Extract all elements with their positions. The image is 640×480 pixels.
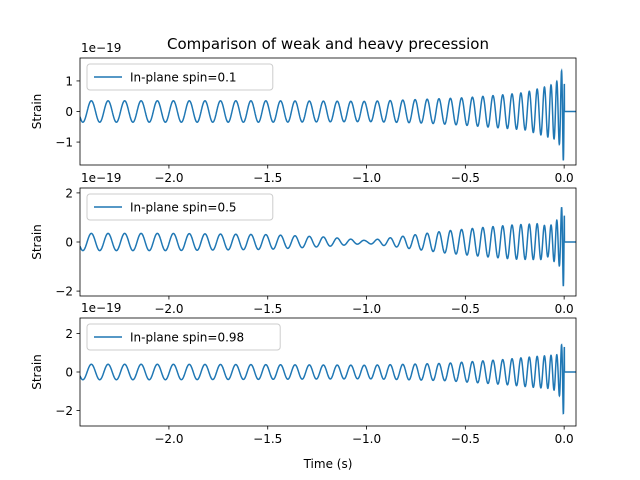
x-tick-label: −1.5	[253, 432, 282, 446]
y-tick-label: −2	[55, 404, 73, 418]
legend: In-plane spin=0.98	[86, 323, 281, 351]
x-tick-label: −0.5	[451, 171, 480, 185]
legend: In-plane spin=0.1	[86, 63, 274, 91]
y-tick-label: 1	[65, 74, 73, 88]
y-tick-label: 0	[65, 236, 73, 250]
x-tick-label: −0.5	[451, 302, 480, 316]
x-axis-label: Time (s)	[303, 457, 353, 471]
x-tick-label: −1.5	[253, 171, 282, 185]
x-tick-label: −2.0	[154, 432, 183, 446]
series-line-1	[80, 68, 576, 161]
y-axis-label: Strain	[30, 354, 44, 390]
y-axis-label: Strain	[30, 94, 44, 130]
legend-label: In-plane spin=0.5	[130, 201, 237, 215]
x-tick-label: −0.5	[451, 432, 480, 446]
subplot-1: −2.0 −1.5 −1.0 −0.5 0.0 −1 0 1 1e−19 Strain In-pla…	[30, 41, 577, 185]
legend-box	[86, 323, 281, 351]
y-tick-label: 2	[65, 327, 73, 341]
subplots: −2.0 −1.5 −1.0 −0.5 0.0 −1 0 1 1e−19 Strain In-pla…	[30, 41, 577, 446]
x-tick-label: 0.0	[555, 302, 574, 316]
x-tick-label: −1.5	[253, 302, 282, 316]
chart-title: Comparison of weak and heavy precession	[167, 35, 489, 53]
x-tick-label: −1.0	[352, 171, 381, 185]
series-line-1	[80, 207, 576, 287]
subplot-2: −2.0 −1.5 −1.0 −0.5 0.0 −2 0 2 1e−19 Strain In-pla…	[30, 171, 577, 316]
x-tick-label: −1.0	[352, 302, 381, 316]
x-tick-label: −2.0	[154, 171, 183, 185]
legend: In-plane spin=0.5	[86, 193, 274, 221]
legend-label: In-plane spin=0.1	[130, 71, 237, 85]
x-tick-label: −2.0	[154, 302, 183, 316]
y-tick-label: −2	[55, 285, 73, 299]
subplot-3: −2.0 −1.5 −1.0 −0.5 0.0 −2 0 2 1e−19 Strain In-pla…	[30, 301, 577, 446]
y-tick-label: −1	[55, 136, 73, 150]
x-tick-label: −1.0	[352, 432, 381, 446]
y-tick-label: 2	[65, 186, 73, 200]
y-axis-label: Strain	[30, 224, 44, 260]
series-line-1	[80, 343, 576, 415]
y-scale-label: 1e−19	[81, 171, 121, 185]
legend-label: In-plane spin=0.98	[130, 331, 244, 345]
y-tick-label: 0	[65, 366, 73, 380]
y-tick-label: 0	[65, 105, 73, 119]
x-tick-label: 0.0	[555, 171, 574, 185]
legend-box	[86, 63, 274, 91]
x-tick-label: 0.0	[555, 432, 574, 446]
y-scale-label: 1e−19	[81, 41, 121, 55]
legend-box	[86, 193, 274, 221]
y-scale-label: 1e−19	[81, 301, 121, 315]
